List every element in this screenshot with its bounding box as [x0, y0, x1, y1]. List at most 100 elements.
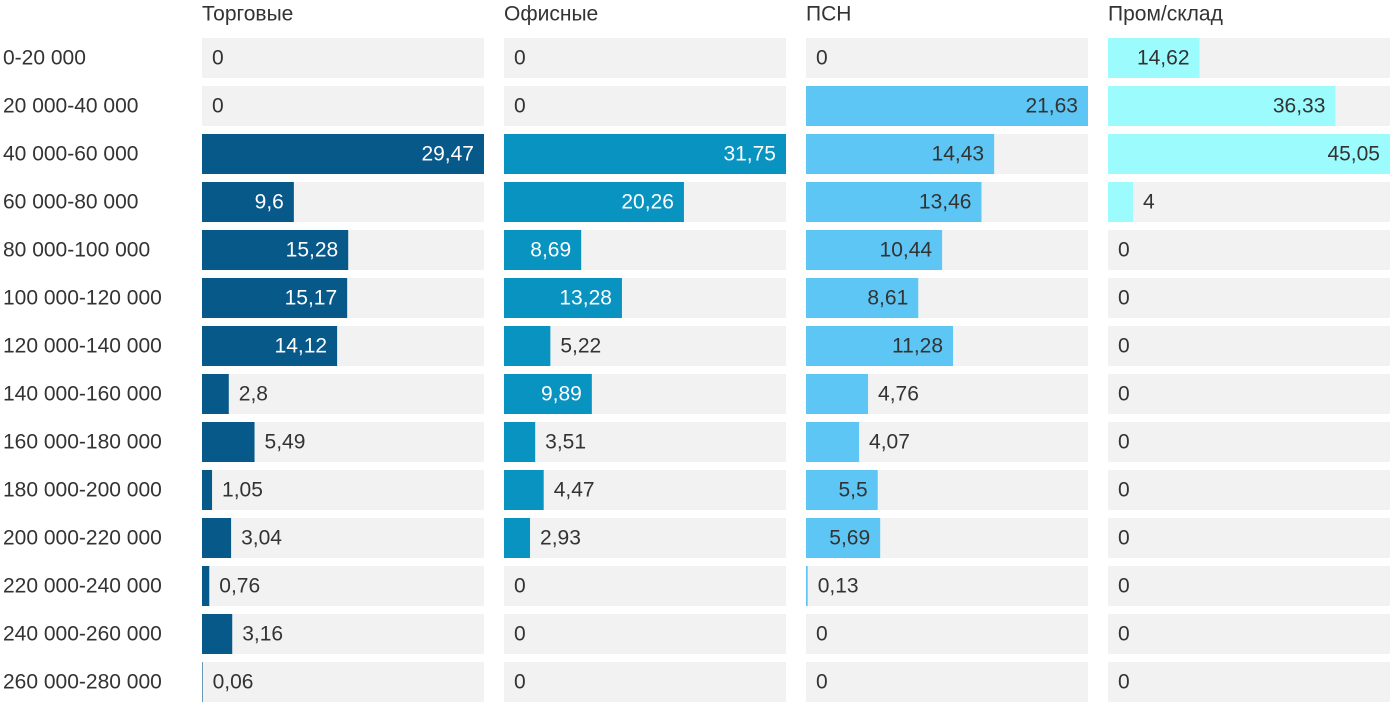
- series-title: Офисные: [504, 3, 598, 26]
- bar: [1108, 38, 1200, 78]
- bar-background: [202, 38, 484, 78]
- value-label: 0: [1118, 671, 1130, 694]
- bar: [504, 374, 592, 414]
- value-label: 14,43: [932, 143, 985, 166]
- bar: [806, 278, 919, 318]
- bar-background: [1108, 278, 1390, 318]
- bar-background: [806, 662, 1088, 702]
- value-label: 0: [816, 47, 828, 70]
- bar-background: [1108, 614, 1390, 654]
- value-label: 8,69: [530, 239, 571, 262]
- value-label: 21,63: [1025, 95, 1078, 118]
- bar-background: [202, 566, 484, 606]
- value-label: 0: [1118, 239, 1130, 262]
- category-label: 180 000-200 000: [3, 479, 162, 502]
- bar-background: [1108, 470, 1390, 510]
- value-label: 11,28: [892, 335, 943, 358]
- value-label: 0: [514, 47, 526, 70]
- bar: [806, 374, 869, 414]
- value-label: 0: [514, 623, 526, 646]
- bar-background: [1108, 230, 1390, 270]
- value-label: 4: [1143, 191, 1155, 214]
- bar-background: [1108, 518, 1390, 558]
- series-title: Пром/склад: [1108, 3, 1223, 26]
- category-label: 20 000-40 000: [3, 95, 138, 118]
- bar: [504, 518, 531, 558]
- value-label: 4,07: [869, 431, 910, 454]
- value-label: 0: [1118, 287, 1130, 310]
- bar: [504, 134, 786, 174]
- value-label: 4,47: [554, 479, 595, 502]
- bar-background: [806, 38, 1088, 78]
- bar: [202, 470, 213, 510]
- value-label: 1,05: [222, 479, 263, 502]
- bar: [202, 134, 484, 174]
- bar: [202, 182, 294, 222]
- category-label: 120 000-140 000: [3, 335, 162, 358]
- value-label: 0: [1118, 575, 1130, 598]
- bar-background: [504, 422, 786, 462]
- bar-background: [1108, 422, 1390, 462]
- value-label: 0: [816, 623, 828, 646]
- value-label: 0: [212, 47, 224, 70]
- bar: [504, 326, 551, 366]
- bar-background: [504, 326, 786, 366]
- bar-background: [1108, 374, 1390, 414]
- value-label: 5,69: [829, 527, 870, 550]
- value-label: 9,6: [255, 191, 284, 214]
- category-label: 80 000-100 000: [3, 239, 150, 262]
- category-label: 160 000-180 000: [3, 431, 162, 454]
- value-label: 20,26: [621, 191, 674, 214]
- bar-background: [1108, 662, 1390, 702]
- bar: [202, 422, 255, 462]
- bar: [504, 182, 684, 222]
- bar: [202, 614, 233, 654]
- bar-background: [202, 374, 484, 414]
- category-label: 60 000-80 000: [3, 191, 138, 214]
- value-label: 0: [514, 95, 526, 118]
- bar: [1108, 182, 1134, 222]
- bar: [504, 230, 582, 270]
- bar: [202, 662, 203, 702]
- value-label: 5,22: [560, 335, 601, 358]
- bar: [806, 518, 881, 558]
- bar-background: [504, 662, 786, 702]
- bar-background: [202, 662, 484, 702]
- bar: [1108, 134, 1390, 174]
- category-label: 240 000-260 000: [3, 623, 162, 646]
- bar-background: [1108, 182, 1390, 222]
- bar-background: [504, 86, 786, 126]
- value-label: 10,44: [880, 239, 933, 262]
- value-label: 45,05: [1327, 143, 1380, 166]
- value-label: 0: [816, 671, 828, 694]
- value-label: 14,62: [1137, 47, 1190, 70]
- category-label: 100 000-120 000: [3, 287, 162, 310]
- bar-background: [504, 614, 786, 654]
- bar-background: [806, 566, 1088, 606]
- bar: [806, 134, 995, 174]
- value-label: 0: [212, 95, 224, 118]
- bar: [202, 374, 229, 414]
- series-title: Торговые: [202, 3, 293, 26]
- bar: [202, 230, 349, 270]
- value-label: 8,61: [867, 287, 908, 310]
- bar-background: [504, 470, 786, 510]
- category-label: 0-20 000: [3, 47, 86, 70]
- bar: [504, 422, 536, 462]
- bar: [202, 326, 338, 366]
- value-label: 36,33: [1273, 95, 1326, 118]
- value-label: 0: [1118, 335, 1130, 358]
- bar: [806, 326, 954, 366]
- bar-background: [504, 566, 786, 606]
- value-label: 9,89: [541, 383, 582, 406]
- value-label: 0: [1118, 479, 1130, 502]
- bar-background: [202, 86, 484, 126]
- value-label: 0: [1118, 623, 1130, 646]
- bar-background: [1108, 326, 1390, 366]
- bar: [202, 278, 348, 318]
- bar-background: [504, 38, 786, 78]
- value-label: 13,28: [559, 287, 612, 310]
- bar-background: [504, 518, 786, 558]
